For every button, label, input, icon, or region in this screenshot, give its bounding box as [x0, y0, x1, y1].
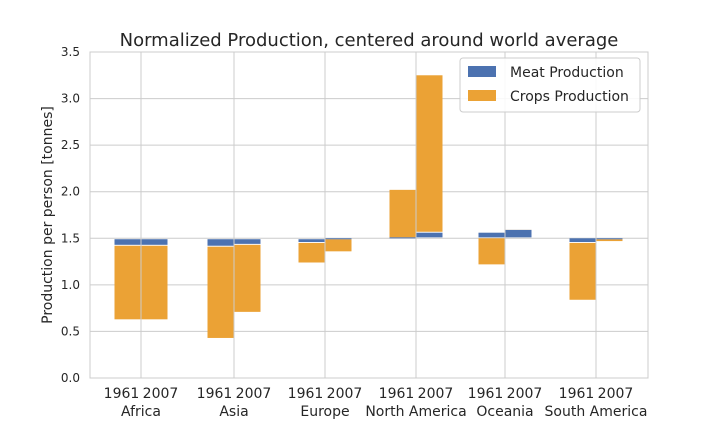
- crops-bar-africa-1961: [114, 245, 141, 320]
- crops-bar-south-america-1961: [569, 242, 596, 300]
- crops-bar-africa-2007: [141, 245, 168, 320]
- crops-bar-asia-1961: [207, 246, 234, 338]
- meat-bar-oceania-1961: [478, 232, 505, 238]
- meat-bar-asia-2007: [234, 239, 261, 244]
- meat-bar-north-america-2007: [416, 232, 443, 238]
- crops-bar-asia-2007: [234, 244, 261, 312]
- crops-bar-europe-2007: [325, 239, 352, 252]
- legend-swatch-crops: [468, 90, 496, 101]
- x-tick-region-label: Europe: [300, 404, 349, 420]
- legend: Meat Production Crops Production: [459, 57, 641, 113]
- y-tick-label: 2.5: [61, 138, 80, 152]
- x-tick-region-label: Africa: [121, 404, 161, 420]
- x-tick-year-label: 2007: [327, 386, 363, 402]
- bar-layer: [114, 75, 623, 338]
- y-axis-label: Production per person [tonnes]: [40, 106, 56, 324]
- x-tick-year-label: 2007: [598, 386, 634, 402]
- y-tick-label: 0.5: [61, 324, 80, 338]
- x-tick-region-label: Asia: [219, 404, 248, 420]
- meat-bar-asia-1961: [207, 239, 234, 246]
- chart-title: Normalized Production, centered around w…: [120, 30, 619, 51]
- meat-bar-north-america-1961: [389, 237, 416, 239]
- x-tick-year-label: 1961: [468, 386, 504, 402]
- x-tick-year-label: 2007: [236, 386, 272, 402]
- crops-bar-oceania-1961: [478, 238, 505, 265]
- meat-bar-south-america-1961: [569, 238, 596, 243]
- meat-bar-europe-1961: [298, 239, 325, 243]
- x-tick-region-label: North America: [365, 404, 466, 420]
- meat-bar-south-america-2007: [596, 238, 623, 240]
- x-tick-year-label: 1961: [288, 386, 324, 402]
- x-tick-year-label: 1961: [197, 386, 233, 402]
- crops-bar-europe-1961: [298, 242, 325, 263]
- x-tick-year-label: 1961: [104, 386, 140, 402]
- x-tick-region-label: South America: [545, 404, 648, 420]
- y-tick-label: 3.0: [61, 92, 80, 106]
- crops-bar-north-america-2007: [416, 75, 443, 232]
- x-tick-year-label: 2007: [507, 386, 543, 402]
- x-tick-year-label: 2007: [418, 386, 454, 402]
- crops-bar-south-america-2007: [596, 239, 623, 242]
- legend-swatch-meat: [468, 66, 496, 77]
- y-tick-label: 1.5: [61, 231, 80, 245]
- plot-frame: [89, 51, 649, 379]
- legend-label-crops: Crops Production: [510, 89, 629, 105]
- meat-bar-africa-2007: [141, 239, 168, 245]
- meat-bar-europe-2007: [325, 238, 352, 240]
- meat-bar-oceania-2007: [505, 229, 532, 238]
- y-tick-label: 3.5: [61, 45, 80, 59]
- legend-box: [459, 57, 641, 113]
- y-tick-label: 2.0: [61, 185, 80, 199]
- x-tick-region-label: Oceania: [476, 404, 533, 420]
- y-tick-label: 1.0: [61, 278, 80, 292]
- meat-bar-africa-1961: [114, 239, 141, 245]
- crops-bar-north-america-1961: [389, 189, 416, 238]
- x-tick-year-label: 2007: [143, 386, 179, 402]
- x-tick-year-label: 1961: [379, 386, 415, 402]
- legend-label-meat: Meat Production: [510, 65, 624, 81]
- x-tick-year-label: 1961: [559, 386, 595, 402]
- y-tick-label: 0.0: [61, 371, 80, 385]
